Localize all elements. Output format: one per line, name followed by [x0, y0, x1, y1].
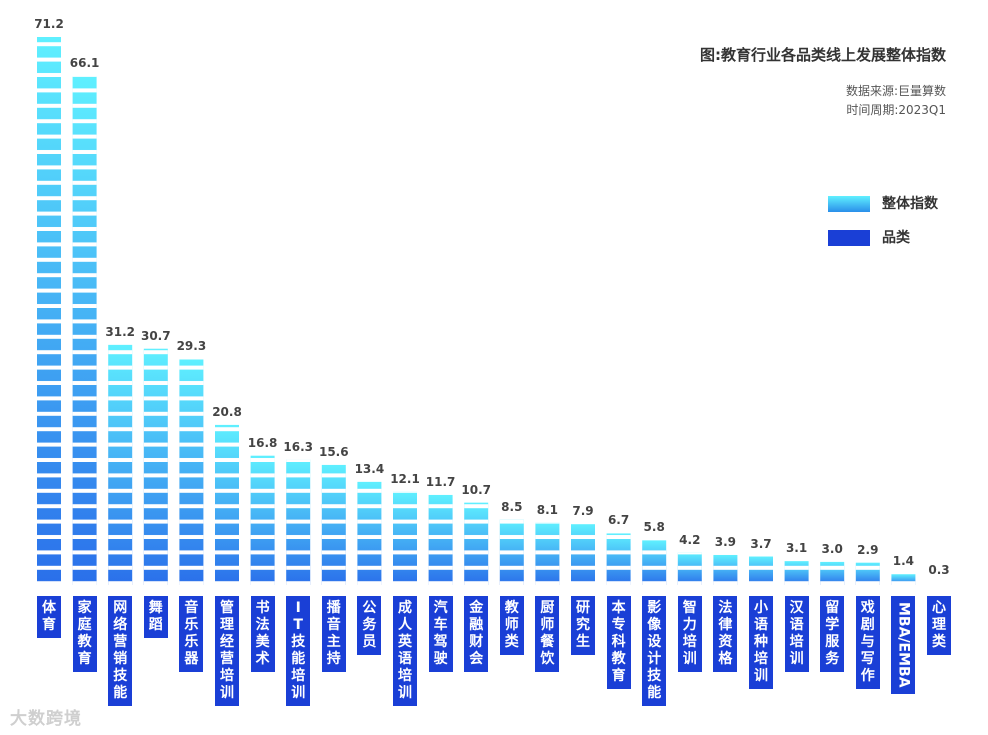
value-label-3: 30.7 [140, 328, 171, 343]
bar-stripes-4 [179, 359, 204, 585]
value-label-6: 16.8 [247, 435, 278, 450]
category-label-23: 戏剧与写作 [855, 596, 880, 689]
bar-stripes-9 [357, 481, 382, 585]
category-label-16: 本专科教育 [606, 596, 631, 689]
category-label-18: 智力培训 [677, 596, 702, 672]
bar-stripes-16 [606, 533, 631, 585]
category-label-6: 书法美术 [250, 596, 275, 672]
value-label-20: 3.7 [750, 536, 772, 551]
legend-swatch-overall-index [828, 196, 870, 212]
category-label-17: 影像设计技能 [642, 596, 667, 706]
category-label-0: 体育 [37, 596, 61, 638]
bar-stripes-14 [535, 522, 560, 585]
bar-stripes-22 [820, 561, 845, 585]
value-label-8: 15.6 [318, 444, 349, 459]
value-label-14: 8.1 [536, 502, 559, 517]
category-label-15: 研究生 [571, 596, 595, 655]
value-label-25: 0.3 [928, 562, 950, 577]
bar-stripes-24 [891, 574, 916, 585]
category-label-13: 教师类 [499, 596, 524, 655]
value-label-24: 1.4 [892, 554, 915, 569]
value-label-21: 3.1 [785, 541, 808, 556]
bar-stripes-19 [713, 554, 738, 585]
data-source: 数据来源:巨量算数 [845, 84, 946, 98]
value-label-4: 29.3 [176, 339, 207, 354]
bar-stripes-21 [784, 561, 809, 585]
bar-stripes-2 [108, 344, 133, 585]
category-label-1: 家庭教育 [72, 596, 97, 672]
value-label-18: 4.2 [679, 532, 701, 547]
category-label-3: 舞蹈 [143, 596, 168, 638]
value-label-11: 11.7 [425, 474, 456, 489]
bar-stripes-8 [321, 464, 346, 585]
category-label-8: 播音主持 [321, 596, 346, 672]
legend-label-category: 品类 [882, 230, 910, 246]
category-label-22: 留学服务 [820, 596, 845, 672]
bar-stripes-11 [428, 494, 453, 585]
value-label-13: 8.5 [501, 499, 523, 514]
legend-label-overall-index: 整体指数 [882, 196, 938, 212]
value-label-2: 31.2 [105, 324, 135, 339]
bar-stripes-20 [749, 556, 773, 585]
category-label-10: 成人英语培训 [393, 596, 417, 706]
value-label-17: 5.8 [643, 520, 665, 535]
bars-layer [37, 37, 951, 585]
bar-stripes-10 [393, 491, 417, 585]
bar-stripes-1 [72, 76, 97, 585]
category-label-21: 汉语培训 [784, 596, 809, 672]
value-label-23: 2.9 [857, 542, 879, 557]
bar-stripes-15 [571, 524, 595, 585]
bar-stripes-13 [499, 519, 524, 585]
value-label-7: 16.3 [283, 439, 313, 454]
category-label-14: 厨师餐饮 [535, 596, 560, 672]
value-label-0: 71.2 [34, 17, 64, 31]
category-label-9: 公务员 [357, 596, 382, 655]
category-label-2: 网络营销技能 [108, 596, 133, 706]
category-label-24: MBA/EMBA [891, 596, 916, 694]
bar-stripes-5 [215, 424, 239, 585]
watermark: 大数跨境 [10, 709, 82, 729]
bar-stripes-25 [927, 582, 951, 585]
value-label-15: 7.9 [572, 504, 594, 519]
value-label-1: 66.1 [69, 56, 100, 71]
bar-stripes-17 [642, 540, 667, 585]
category-label-11: 汽车驾驶 [428, 596, 453, 672]
value-label-16: 6.7 [607, 513, 630, 528]
bar-stripes-7 [286, 459, 311, 585]
bar-stripes-6 [250, 455, 275, 585]
value-label-5: 20.8 [212, 404, 242, 419]
bar-stripes-0 [37, 37, 61, 585]
value-label-9: 13.4 [354, 461, 385, 476]
category-label-12: 金融财会 [464, 596, 489, 672]
time-period: 时间周期:2023Q1 [846, 103, 946, 117]
value-label-10: 12.1 [390, 471, 420, 486]
category-label-25: 心理类 [927, 596, 951, 655]
category-label-19: 法律资格 [713, 596, 738, 672]
category-label-20: 小语种培训 [749, 596, 773, 689]
category-label-5: 管理经营培训 [215, 596, 239, 706]
category-label-4: 音乐乐器 [179, 596, 204, 672]
bar-stripes-18 [677, 552, 702, 585]
bar-stripes-12 [464, 502, 489, 585]
chart-title: 图:教育行业各品类线上发展整体指数 [699, 46, 946, 64]
value-label-12: 10.7 [461, 482, 491, 497]
bar-stripes-23 [855, 562, 880, 585]
value-label-22: 3.0 [821, 541, 843, 556]
legend-swatch-category [828, 230, 870, 246]
bar-stripes-3 [143, 348, 168, 585]
value-label-19: 3.9 [714, 534, 737, 549]
